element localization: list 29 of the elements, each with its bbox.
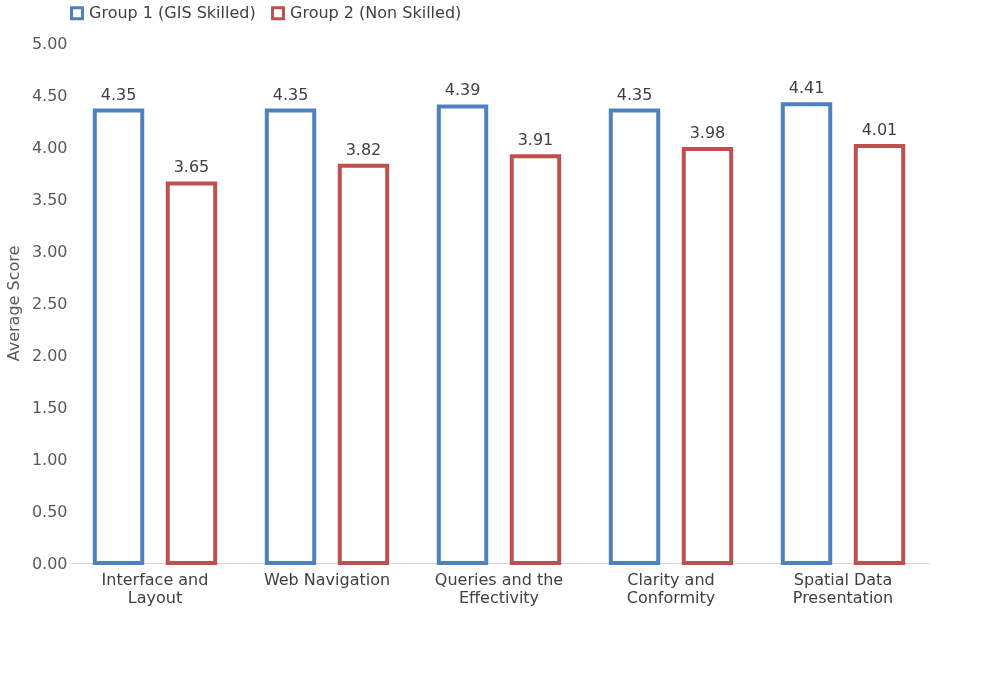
data-label: 3.82 — [345, 139, 382, 159]
data-label: 4.39 — [444, 80, 481, 100]
x-tick-label: Clarity and Conformity — [626, 569, 716, 607]
data-label: 4.41 — [788, 78, 825, 98]
legend-label: Group 1 (GIS Skilled) — [89, 3, 256, 23]
legend-label: Group 2 (Non Skilled) — [290, 3, 462, 23]
y-tick-label: 2.00 — [31, 345, 68, 365]
data-label: 4.01 — [861, 119, 898, 139]
y-tick-label: 0.00 — [31, 553, 68, 573]
y-tick-label: 4.50 — [31, 85, 68, 105]
data-label: 4.35 — [100, 84, 137, 104]
data-label: 4.35 — [272, 84, 309, 104]
y-tick-label: 1.50 — [31, 397, 68, 417]
y-tick-label: 0.50 — [31, 501, 68, 521]
y-axis-title: Average Score — [3, 245, 23, 362]
x-tick-label: Spatial Data Presentation — [792, 569, 894, 607]
x-tick-label: Queries and the Effectivity — [434, 569, 564, 607]
y-tick-label: 3.00 — [31, 241, 68, 261]
data-label: 3.65 — [173, 157, 210, 177]
x-tick-label: Interface and Layout — [101, 569, 209, 607]
y-tick-label: 4.00 — [31, 137, 68, 157]
y-tick-label: 5.00 — [31, 33, 68, 53]
data-label: 3.98 — [689, 123, 726, 143]
data-label: 4.35 — [616, 84, 653, 104]
y-tick-label: 3.50 — [31, 189, 68, 209]
y-tick-label: 1.00 — [31, 449, 68, 469]
data-label: 3.91 — [517, 130, 554, 150]
x-tick-label: Web Navigation — [263, 569, 391, 589]
y-tick-label: 2.50 — [31, 293, 68, 313]
